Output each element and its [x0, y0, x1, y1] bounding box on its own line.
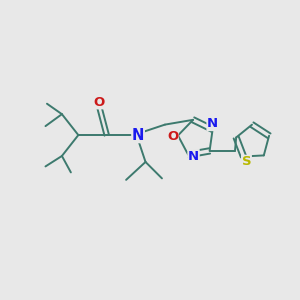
- Text: O: O: [167, 130, 178, 143]
- Text: N: N: [188, 150, 199, 163]
- Text: O: O: [94, 96, 105, 109]
- Text: N: N: [207, 118, 218, 130]
- Text: N: N: [132, 128, 144, 142]
- Text: S: S: [242, 155, 251, 168]
